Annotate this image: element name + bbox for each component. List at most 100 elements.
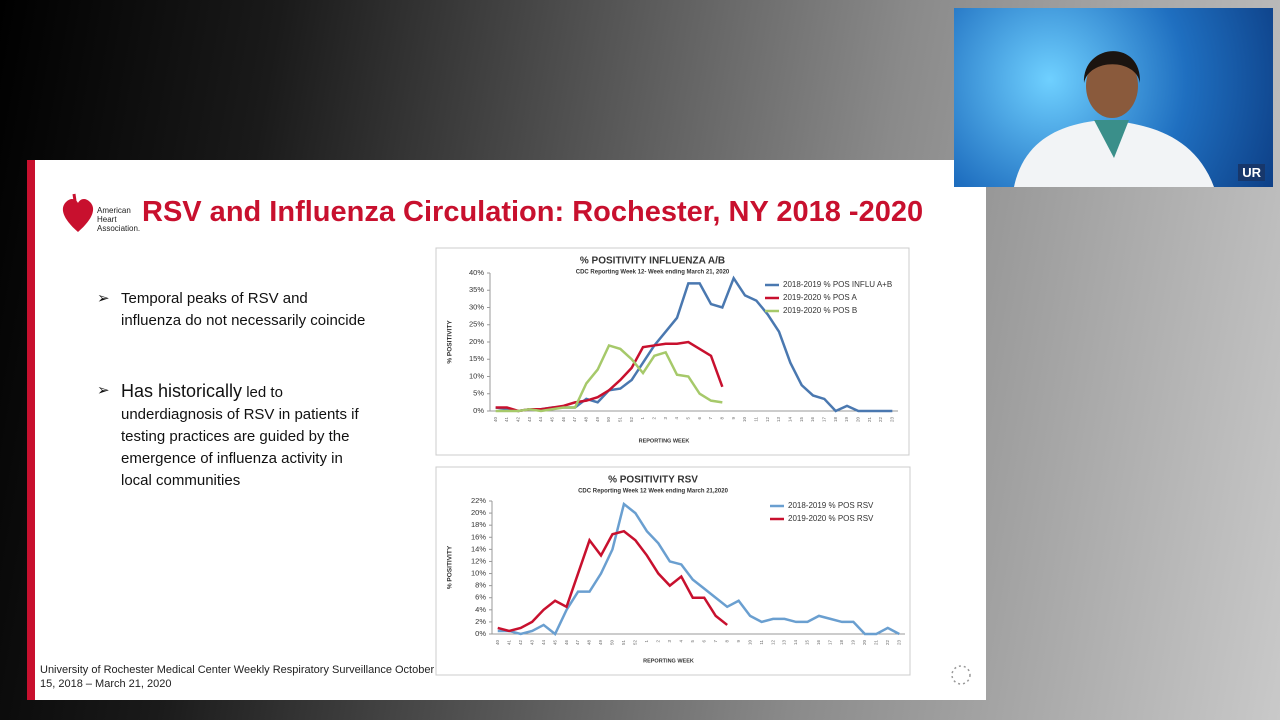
chart-frame xyxy=(435,466,911,676)
footer: University of Rochester Medical Center W… xyxy=(40,664,435,690)
y-tick-label: 10% xyxy=(471,569,486,578)
x-tick-label: 17 xyxy=(822,417,827,423)
x-tick-label: 13 xyxy=(782,640,787,646)
x-tick-label: 3 xyxy=(667,640,672,643)
x-tick-label: 2 xyxy=(652,417,657,420)
y-tick-label: 5% xyxy=(473,389,484,398)
x-tick-label: 15 xyxy=(799,417,804,423)
x-tick-label: 4 xyxy=(674,417,679,420)
x-tick-label: 22 xyxy=(885,640,890,646)
x-tick-label: 10 xyxy=(747,640,752,646)
x-tick-label: 52 xyxy=(629,417,634,423)
x-tick-label: 46 xyxy=(564,640,569,646)
y-tick-label: 35% xyxy=(469,285,484,294)
accent-bar xyxy=(27,160,35,700)
x-tick-label: 47 xyxy=(575,640,580,646)
y-tick-label: 18% xyxy=(471,520,486,529)
y-tick-label: 6% xyxy=(475,593,486,602)
x-tick-label: 11 xyxy=(759,640,764,645)
bullet: Temporal peaks of RSV and influenza do n… xyxy=(97,288,371,332)
y-axis-label: % POSITIVITY xyxy=(447,320,454,364)
x-tick-label: 3 xyxy=(663,417,668,420)
x-tick-label: 47 xyxy=(572,417,577,423)
x-tick-label: 10 xyxy=(742,417,747,423)
x-tick-label: 49 xyxy=(598,640,603,646)
x-tick-label: 4 xyxy=(678,640,683,643)
x-tick-label: 15 xyxy=(805,640,810,646)
x-tick-label: 42 xyxy=(516,417,521,423)
x-tick-label: 7 xyxy=(713,640,718,643)
y-tick-label: 2% xyxy=(475,617,486,626)
chart-subtitle: CDC Reporting Week 12 Week ending March … xyxy=(578,489,728,495)
x-tick-label: 9 xyxy=(731,417,736,420)
x-tick-label: 18 xyxy=(839,640,844,646)
legend-label: 2018-2019 % POS RSV xyxy=(788,501,874,510)
legend-label: 2019-2020 % POS RSV xyxy=(788,514,874,523)
y-tick-label: 25% xyxy=(469,320,484,329)
y-tick-label: 20% xyxy=(471,508,486,517)
x-tick-label: 41 xyxy=(504,417,509,423)
y-tick-label: 8% xyxy=(475,581,486,590)
x-tick-label: 20 xyxy=(856,417,861,423)
x-tick-label: 23 xyxy=(890,417,895,423)
x-tick-label: 18 xyxy=(833,417,838,423)
x-tick-label: 43 xyxy=(529,640,534,646)
y-tick-label: 4% xyxy=(475,605,486,614)
chart-title: % POSITIVITY RSV xyxy=(608,475,698,486)
y-tick-label: 22% xyxy=(471,496,486,505)
x-axis-label: REPORTING WEEK xyxy=(643,658,694,664)
logo-heart xyxy=(62,193,94,232)
bullet-text: led to underdiagnosis of RSV in patients… xyxy=(121,384,359,489)
chart-subtitle: CDC Reporting Week 12- Week ending March… xyxy=(576,270,730,276)
chart-frame xyxy=(435,247,910,456)
legend-label: 2019-2020 % POS A xyxy=(783,293,857,302)
y-tick-label: 14% xyxy=(471,544,486,553)
x-tick-label: 22 xyxy=(878,417,883,423)
y-axis-label: % POSITIVITY xyxy=(447,545,454,589)
y-tick-label: 30% xyxy=(469,302,484,311)
series-line xyxy=(495,343,723,413)
legend-label: 2018-2019 % POS INFLU A+B xyxy=(783,280,892,289)
x-tick-label: 19 xyxy=(851,640,856,646)
x-tick-label: 16 xyxy=(816,640,821,646)
x-tick-label: 1 xyxy=(644,640,649,643)
x-tick-label: 46 xyxy=(561,417,566,423)
presenter xyxy=(1014,51,1214,187)
x-tick-label: 49 xyxy=(595,417,600,423)
x-tick-label: 6 xyxy=(697,417,702,420)
x-tick-label: 45 xyxy=(552,640,557,646)
y-tick-label: 20% xyxy=(469,337,484,346)
x-tick-label: 2 xyxy=(656,640,661,643)
x-tick-label: 21 xyxy=(867,417,872,423)
bullet-text: Temporal peaks of RSV and influenza do n… xyxy=(121,290,366,329)
video-logo: UR xyxy=(1238,164,1265,181)
y-tick-label: 16% xyxy=(471,532,486,541)
y-tick-label: 0% xyxy=(475,629,486,638)
series-line xyxy=(497,501,900,636)
x-tick-label: 42 xyxy=(518,640,523,646)
x-tick-label: 41 xyxy=(506,640,511,646)
loading-icon xyxy=(951,665,971,685)
x-tick-label: 45 xyxy=(550,417,555,423)
bullet-lead: Has historically xyxy=(121,381,243,401)
x-tick-label: 23 xyxy=(896,640,901,646)
x-tick-label: 40 xyxy=(493,417,498,423)
x-tick-label: 12 xyxy=(770,640,775,646)
x-tick-label: 11 xyxy=(754,417,759,422)
bullet: Has historically led to underdiagnosis o… xyxy=(97,380,371,492)
chart-title: % POSITIVITY INFLUENZA A/B xyxy=(580,256,725,267)
x-tick-label: 48 xyxy=(587,640,592,646)
x-tick-label: 8 xyxy=(720,417,725,420)
x-tick-label: 52 xyxy=(633,640,638,646)
x-tick-label: 5 xyxy=(690,640,695,643)
series-line xyxy=(497,529,728,633)
y-tick-label: 12% xyxy=(471,556,486,565)
x-tick-label: 50 xyxy=(610,640,615,646)
x-tick-label: 44 xyxy=(541,640,546,646)
x-tick-label: 6 xyxy=(701,640,706,643)
y-tick-label: 15% xyxy=(469,354,484,363)
x-tick-label: 40 xyxy=(495,640,500,646)
logo-text: American Heart Association. xyxy=(97,206,141,233)
